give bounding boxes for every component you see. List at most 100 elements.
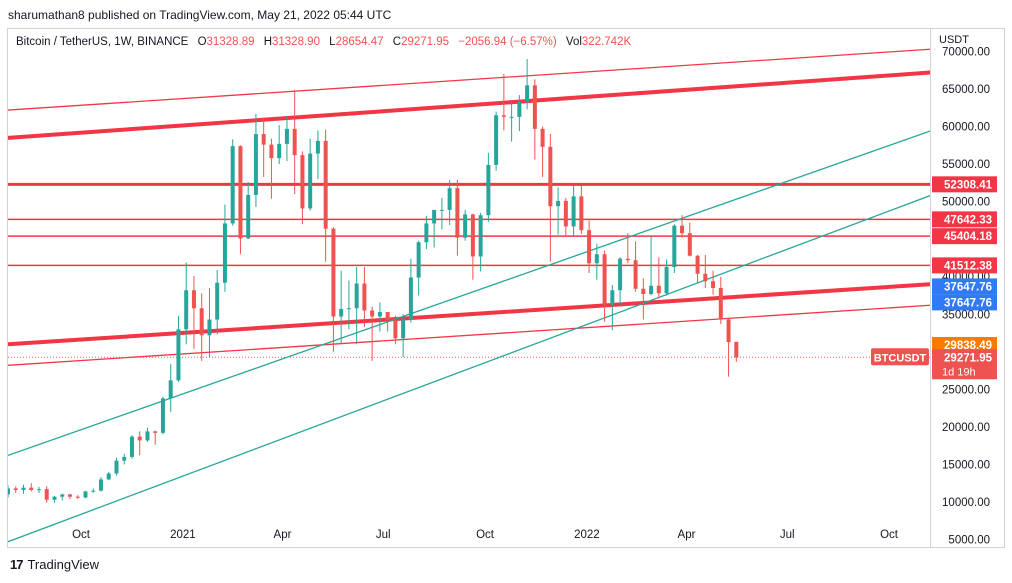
y-tick-label: 55000.00	[942, 159, 990, 171]
candle-body	[300, 155, 305, 209]
candle-body	[331, 228, 336, 317]
candle-body	[114, 460, 119, 474]
price-tag-label: 41512.38	[944, 260, 993, 272]
tradingview-brand[interactable]: 17 TradingView	[10, 557, 99, 572]
tradingview-logo-icon: 17	[10, 557, 24, 572]
chart-pane[interactable]	[7, 28, 931, 548]
candle-body	[525, 85, 530, 102]
y-tick-label: 70000.00	[942, 47, 990, 59]
candle-body	[261, 134, 266, 145]
price-tag-label: 37647.76	[944, 297, 992, 309]
candle-body	[137, 436, 142, 441]
price-tag	[932, 278, 997, 295]
candle-body	[625, 258, 630, 261]
candle-body	[44, 489, 49, 500]
candle-body	[571, 196, 576, 227]
candle-body	[122, 456, 127, 461]
candle-body	[238, 146, 243, 239]
candle-body	[447, 188, 452, 210]
candle-body	[548, 146, 553, 207]
candle-body	[269, 144, 274, 159]
candle-body	[703, 273, 708, 282]
candle-body	[393, 320, 398, 339]
candle-body	[439, 209, 444, 211]
candle-body	[594, 254, 599, 264]
price-tag-label: 47642.33	[944, 214, 992, 226]
price-tag	[932, 176, 997, 193]
candle-body	[680, 225, 685, 234]
candle-body	[277, 143, 282, 159]
candle-body	[432, 209, 437, 224]
candle-body	[377, 312, 382, 317]
candle-body	[184, 290, 189, 330]
close-label: C	[392, 36, 402, 48]
candle-body	[664, 266, 669, 294]
trendline	[8, 48, 930, 111]
candle-body	[470, 214, 475, 257]
plot-area	[8, 48, 930, 543]
x-tick-label: 2022	[574, 529, 600, 541]
trendline	[8, 70, 930, 140]
candle-body	[602, 254, 607, 305]
candle-body	[160, 398, 165, 433]
price-tag	[932, 337, 997, 354]
candle-body	[67, 494, 72, 497]
candle-body	[672, 225, 677, 267]
candle-body	[8, 488, 10, 495]
high-label: H	[263, 36, 272, 48]
y-tick-label: 25000.00	[942, 384, 990, 396]
price-tag	[932, 211, 997, 228]
close-value: 29271.95	[401, 36, 450, 48]
x-tick-label: 2021	[170, 529, 196, 541]
candle-body	[424, 223, 429, 243]
candle-body	[52, 496, 57, 500]
candle-body	[649, 285, 654, 295]
y-tick-label: 65000.00	[942, 84, 990, 96]
candle-body	[346, 308, 351, 310]
candle-body	[687, 233, 692, 256]
y-tick-label: 20000.00	[942, 422, 990, 434]
candle-body	[253, 134, 258, 195]
candle-body	[556, 200, 561, 207]
x-tick-label: Oct	[476, 529, 495, 541]
candle-body	[207, 319, 212, 336]
symbol-badge-text: BTCUSDT	[874, 352, 927, 364]
low-value: 28654.47	[335, 36, 384, 48]
candle-body	[726, 319, 731, 343]
y-tick-label: 10000.00	[942, 497, 990, 509]
candle-body	[36, 489, 41, 491]
candle-body	[91, 490, 96, 492]
candle-body	[339, 309, 344, 317]
candle-body	[463, 214, 468, 238]
y-tick-label: 50000.00	[942, 197, 990, 209]
candle-body	[718, 288, 723, 320]
candle-body	[579, 196, 584, 231]
y-tick-label: 35000.00	[942, 309, 990, 321]
candle-body	[532, 85, 537, 129]
x-tick-label: Jul	[376, 529, 391, 541]
candle-body	[734, 341, 739, 358]
candle-body	[540, 128, 545, 147]
candle-body	[695, 255, 700, 274]
currency-label: USDT	[939, 34, 969, 46]
candle-body	[385, 312, 390, 321]
trendline	[8, 282, 930, 347]
candle-body	[168, 380, 173, 399]
candle-body	[191, 290, 196, 309]
candle-body	[370, 310, 375, 317]
price-axis[interactable]	[930, 28, 1005, 548]
candle-body	[21, 487, 26, 490]
price-tag	[932, 228, 997, 245]
brand-name: TradingView	[27, 557, 100, 572]
candle-body	[494, 115, 499, 165]
volume-value: 322.742K	[581, 36, 632, 48]
candle-body	[106, 473, 111, 480]
candle-body	[478, 215, 483, 257]
candle-body	[509, 116, 514, 118]
symbol-label[interactable]: Bitcoin / TetherUS, 1W, BINANCE	[16, 36, 189, 48]
trendline	[8, 304, 930, 366]
candle-body	[199, 308, 204, 336]
candle-body	[145, 431, 150, 441]
candle-body	[656, 285, 661, 294]
